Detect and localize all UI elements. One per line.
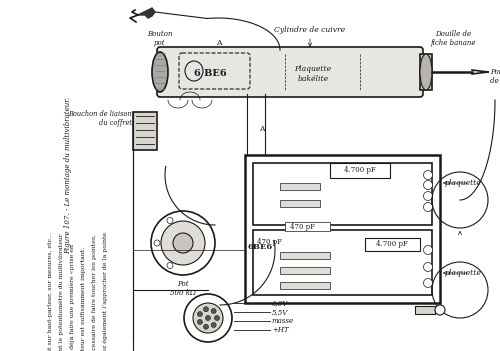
- Circle shape: [173, 233, 193, 253]
- Bar: [253, 163, 432, 225]
- Text: +HT: +HT: [272, 326, 288, 334]
- Text: masse: masse: [272, 317, 294, 325]
- Circle shape: [198, 319, 202, 324]
- Circle shape: [435, 305, 445, 315]
- Circle shape: [167, 218, 173, 224]
- Bar: [285, 222, 330, 231]
- FancyBboxPatch shape: [157, 47, 423, 97]
- Polygon shape: [138, 8, 155, 18]
- Bar: [420, 54, 432, 90]
- Circle shape: [198, 312, 202, 317]
- Text: A: A: [259, 125, 265, 133]
- Text: A: A: [216, 39, 222, 47]
- Text: du connecteur, il n’est même pas nécessaire de faire toucher les pointes,: du connecteur, il n’est même pas nécessa…: [92, 233, 97, 351]
- Circle shape: [424, 278, 432, 287]
- Circle shape: [193, 303, 223, 333]
- Text: Parvenu à ce point, vous pouvez déjà faire une première «prise en: Parvenu à ce point, vous pouvez déjà fai…: [70, 244, 75, 351]
- Text: 6,3V: 6,3V: [272, 299, 288, 307]
- Text: Figure 107. - Le montage du multivibrateur.: Figure 107. - Le montage du multivibrate…: [64, 97, 72, 253]
- Circle shape: [424, 203, 432, 212]
- Circle shape: [424, 263, 432, 272]
- Bar: [253, 230, 432, 295]
- Text: 6BE6: 6BE6: [247, 243, 272, 251]
- Bar: [280, 183, 320, 190]
- Text: celui de dosage du tracer, en passant sur haut-parleur, sur mesures, etc...: celui de dosage du tracer, en passant su…: [48, 232, 53, 351]
- Text: le champ émis par le multivibrateur est suffisamment important.: le champ émis par le multivibrateur est …: [80, 246, 86, 351]
- Circle shape: [211, 323, 216, 327]
- Circle shape: [204, 307, 208, 312]
- Bar: [280, 200, 320, 207]
- Bar: [280, 267, 330, 274]
- Circle shape: [424, 180, 432, 190]
- Text: plaquette: plaquette: [445, 179, 482, 187]
- Text: Bouchon de liaison
du coffret: Bouchon de liaison du coffret: [68, 110, 132, 127]
- Text: plaquette: plaquette: [445, 269, 482, 277]
- Ellipse shape: [420, 54, 432, 90]
- Circle shape: [154, 240, 160, 246]
- Bar: [280, 252, 330, 259]
- Circle shape: [184, 294, 232, 342]
- Circle shape: [206, 316, 210, 320]
- Ellipse shape: [152, 52, 168, 92]
- Text: 4.700 pF: 4.700 pF: [376, 240, 408, 249]
- Text: haut-parleur le son émis. Vous pouvez également l’approcher de la pointe: haut-parleur le son émis. Vous pouvez ég…: [102, 232, 108, 351]
- Circle shape: [151, 211, 215, 275]
- Circle shape: [424, 192, 432, 200]
- Text: 5,5V: 5,5V: [272, 308, 288, 316]
- Bar: [330, 163, 390, 178]
- Text: 470 pF: 470 pF: [290, 223, 315, 231]
- Circle shape: [167, 263, 173, 269]
- Circle shape: [214, 316, 220, 320]
- Text: Pointe
de touche: Pointe de touche: [490, 68, 500, 85]
- Bar: [365, 238, 420, 251]
- Text: 4.700 pF: 4.700 pF: [344, 166, 376, 174]
- Circle shape: [204, 324, 208, 329]
- Text: 470 pF: 470 pF: [257, 238, 282, 246]
- Circle shape: [424, 245, 432, 254]
- Text: main» de cet ensemble en actionnant le potentiomètre du multivibrateur: main» de cet ensemble en actionnant le p…: [58, 234, 64, 351]
- Circle shape: [211, 309, 216, 313]
- Text: Douille de
fiche banane: Douille de fiche banane: [430, 30, 476, 47]
- Text: Plaquette
bakélite: Plaquette bakélite: [294, 65, 332, 82]
- Circle shape: [161, 221, 205, 265]
- Text: Cylindre de cuivre: Cylindre de cuivre: [274, 26, 345, 34]
- Circle shape: [424, 171, 432, 179]
- Text: Bouton
pot: Bouton pot: [147, 30, 173, 47]
- Bar: [133, 112, 157, 150]
- Bar: [415, 306, 435, 314]
- Bar: [280, 282, 330, 289]
- Text: 6 BE6: 6 BE6: [194, 68, 226, 78]
- Bar: [245, 155, 440, 303]
- Text: Pot
500 kΩ: Pot 500 kΩ: [170, 280, 196, 297]
